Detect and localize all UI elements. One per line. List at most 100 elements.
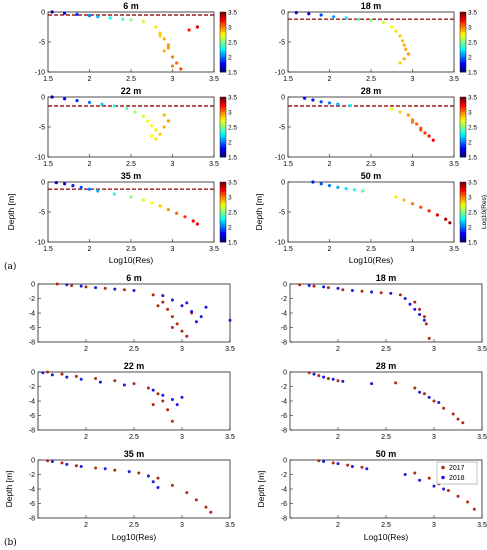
- y-tick-label: -5: [279, 40, 285, 47]
- data-point-b-6m-2018: [190, 310, 194, 314]
- colorbar-segment: [220, 109, 226, 113]
- data-point-a-22m: [50, 95, 54, 99]
- data-point-b-35m-2017: [204, 505, 208, 509]
- data-point-b-18m-2018: [413, 307, 417, 311]
- colorbar-segment: [220, 57, 226, 60]
- data-point-a-22m: [112, 104, 116, 108]
- data-point-b-50m-2018: [322, 459, 326, 463]
- colorbar-segment: [460, 154, 466, 158]
- data-point-b-35m-2018: [103, 467, 107, 471]
- y-tick-label: -4: [29, 311, 35, 318]
- colorbar-segment: [220, 52, 226, 55]
- data-point-a-50m: [311, 180, 315, 184]
- x-tick-label: 2.5: [126, 246, 136, 253]
- data-point-a-35m: [166, 208, 170, 212]
- colorbar-tick-label: 3.5: [228, 10, 237, 17]
- y-tick-label: -2: [281, 296, 287, 303]
- plot-area-a-28m: [287, 96, 455, 158]
- data-point-b-18m-2018: [307, 283, 311, 287]
- colorbar-segment: [460, 237, 466, 240]
- data-point-b-6m-2017: [151, 293, 155, 297]
- y-tick-label: -6: [281, 413, 287, 420]
- data-point-a-28m: [423, 131, 427, 135]
- colorbar-segment: [220, 44, 226, 48]
- colorbar-segment: [460, 12, 466, 15]
- colorbar-segment: [460, 207, 466, 210]
- data-point-a-35m: [54, 181, 58, 185]
- colorbar-segment: [460, 24, 466, 28]
- y-axis-label-b: Depth [m]: [4, 471, 14, 508]
- colorbar-tick-label: 3: [468, 110, 472, 117]
- colorbar-segment: [460, 37, 466, 40]
- plot-area-a-18m: [287, 11, 455, 73]
- colorbar-label: Log10(Res): [481, 195, 487, 229]
- data-point-b-28m-2018: [331, 377, 335, 381]
- y-tick-label: -6: [281, 501, 287, 508]
- colorbar-segment: [460, 29, 466, 33]
- colorbar-segment: [220, 64, 226, 68]
- data-point-a-6m: [63, 11, 67, 15]
- plot-area-a-6m: [47, 11, 215, 73]
- colorbar-segment: [220, 134, 226, 138]
- data-point-b-35m-2017: [137, 471, 141, 475]
- data-point-a-22m: [150, 134, 154, 138]
- colorbar-segment: [220, 142, 226, 145]
- x-tick-label: 1.5: [43, 76, 53, 83]
- data-point-b-18m-2017: [298, 283, 302, 287]
- data-point-a-22m: [141, 114, 146, 118]
- data-point-b-6m-2017: [185, 334, 189, 338]
- plot-area-a-50m: [287, 181, 455, 243]
- colorbar-segment: [460, 47, 466, 50]
- colorbar-segment: [220, 184, 226, 188]
- data-point-a-6m: [154, 25, 158, 29]
- data-point-a-6m: [179, 67, 183, 71]
- y-tick-label: -10: [35, 70, 45, 77]
- x-tick-label: 3.5: [477, 522, 487, 529]
- y-tick-label: -2: [29, 472, 35, 479]
- colorbar-tick-label: 2: [228, 225, 232, 232]
- data-point-a-50m: [361, 189, 365, 193]
- y-tick-label: 0: [281, 95, 285, 102]
- data-point-a-28m: [410, 118, 415, 122]
- data-point-a-50m: [319, 182, 323, 186]
- y-axis-label-a: Depth [m]: [254, 194, 264, 231]
- data-point-a-35m: [195, 222, 199, 226]
- data-point-b-22m-2018: [79, 377, 83, 381]
- colorbar-tick-label: 3.5: [228, 95, 237, 102]
- legend-label-2018: 2018: [449, 475, 465, 482]
- data-point-b-18m-2018: [408, 302, 412, 306]
- data-point-a-35m: [150, 201, 154, 205]
- colorbar-segment: [460, 219, 466, 223]
- colorbar-segment: [460, 222, 466, 225]
- data-point-b-50m-2017: [466, 500, 470, 504]
- data-point-a-22m: [87, 100, 92, 104]
- data-point-b-28m-2017: [326, 377, 330, 381]
- data-point-b-22m-2017: [46, 370, 50, 374]
- colorbar-segment: [460, 112, 466, 115]
- y-tick-label: -8: [281, 516, 287, 523]
- data-point-a-35m: [63, 182, 67, 186]
- x-tick-label: 3: [411, 76, 415, 83]
- data-point-b-6m-2017: [156, 304, 160, 308]
- y-tick-label: 0: [283, 370, 287, 377]
- colorbar-segment: [220, 139, 226, 143]
- data-point-b-22m-2017: [74, 374, 78, 378]
- data-point-b-22m-2017: [156, 392, 160, 396]
- y-tick-label: -10: [35, 240, 45, 247]
- data-point-a-18m: [344, 16, 348, 20]
- colorbar-segment: [460, 134, 466, 138]
- data-point-b-28m-2017: [336, 379, 340, 383]
- colorbar-segment: [220, 37, 226, 40]
- colorbar-segment: [460, 202, 466, 205]
- data-point-a-35m: [71, 184, 75, 188]
- x-tick-label: 3: [432, 434, 436, 441]
- plot-area-b-6m: [37, 283, 231, 343]
- data-point-b-18m-2018: [389, 291, 393, 295]
- colorbar-segment: [220, 14, 226, 18]
- data-point-a-28m: [431, 138, 435, 142]
- y-tick-label: -10: [275, 155, 285, 162]
- legend-box: [436, 461, 478, 485]
- data-point-b-6m-2018: [65, 283, 69, 287]
- colorbar-segment: [460, 104, 466, 108]
- x-tick-label: 2: [84, 434, 88, 441]
